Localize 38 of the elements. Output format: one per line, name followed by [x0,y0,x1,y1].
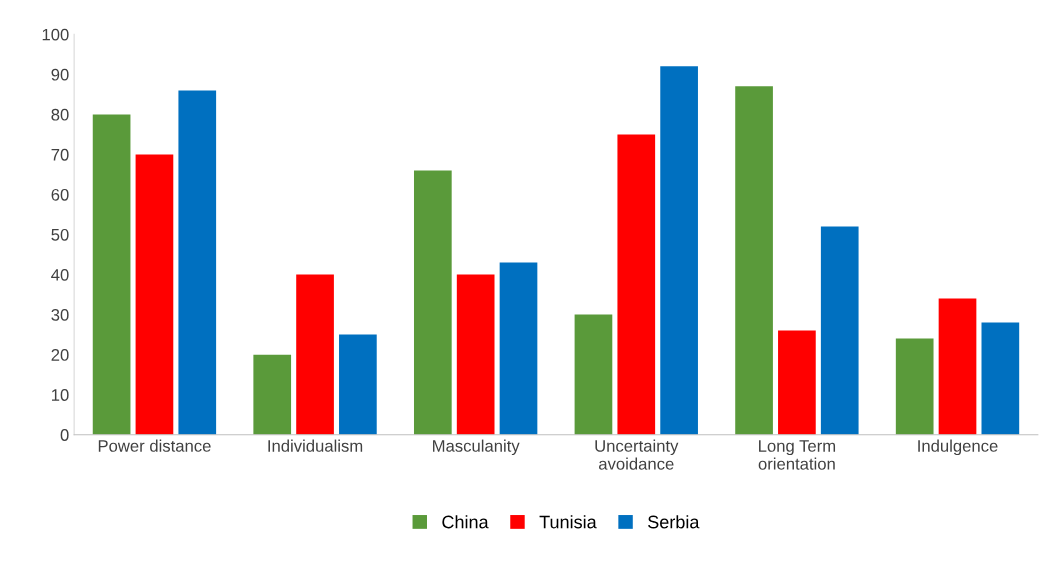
bar [820,226,859,435]
y-tick-label: 80 [51,108,69,121]
bar [617,134,656,435]
bar [499,262,538,435]
y-tick-label: 100 [42,28,69,41]
x-tick-label: Masculanity [433,439,520,456]
y-tick-label: 40 [51,268,69,281]
x-tick-label: Uncertainty avoidance [595,439,679,470]
bar [938,298,977,435]
y-tick-label: 90 [51,68,69,81]
bar [456,274,495,435]
y-tick-label: 60 [51,188,69,201]
y-tick-label: 10 [52,389,69,401]
bar [735,86,773,435]
bar [660,66,698,435]
y-tick-label: 0 [60,429,69,441]
bar [413,170,452,435]
legend-label: China [442,515,489,529]
legend-label: Serbia [648,515,700,529]
y-tick-label: 30 [51,309,69,321]
x-tick-label: Individualism [268,439,363,452]
x-tick-label: Indulgence [918,439,998,456]
legend-label: Tunisia [539,515,597,529]
bar [296,274,334,435]
bar [339,334,377,435]
bar [135,154,174,435]
x-tick-label: Power distance [98,439,211,452]
x-tick-label: Long Term orientation [758,440,836,470]
y-tick-label: 70 [51,148,69,161]
bar [895,338,934,435]
y-tick-label: 20 [51,349,69,361]
bar [574,314,613,435]
bar [981,322,1020,435]
bar [178,90,217,435]
bar [253,354,292,435]
bar [92,114,131,435]
bar [778,330,816,435]
y-tick-label: 50 [51,228,69,241]
